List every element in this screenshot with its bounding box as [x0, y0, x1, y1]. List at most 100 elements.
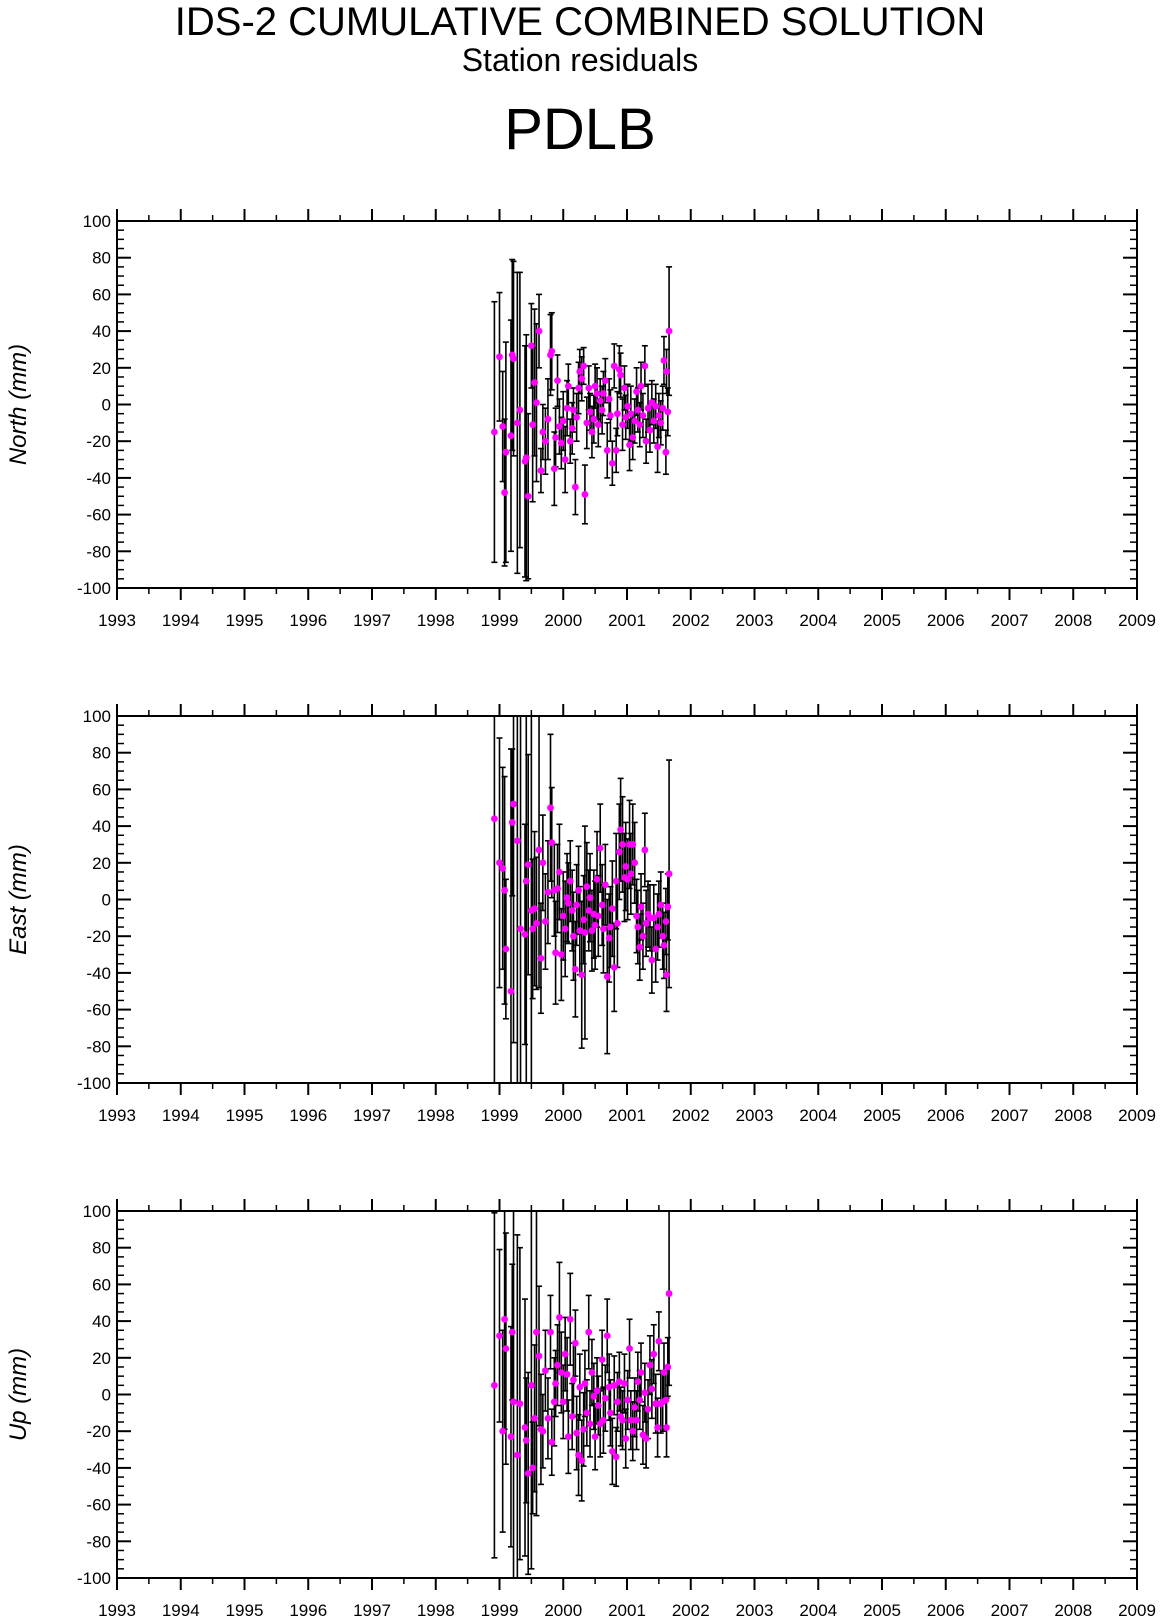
data-point: [598, 1356, 606, 1364]
data-point: [550, 1398, 558, 1406]
data-point: [644, 404, 652, 412]
data-point: [581, 1380, 589, 1387]
data-point: [554, 885, 561, 892]
data-point: [570, 932, 577, 940]
data-point: [542, 1367, 549, 1375]
data-point: [524, 1470, 532, 1477]
data-point: [598, 406, 606, 414]
data-point: [633, 912, 640, 920]
x-tick-label: 2003: [736, 611, 774, 630]
panel-east: 1993 1994 1995 1996 1997 1998 1999 2000 2001 2002…: [5, 704, 1156, 1125]
data-point: [527, 1381, 535, 1389]
y-tick-label: 60: [92, 1275, 111, 1294]
data-point: [502, 448, 510, 456]
data-point: [496, 1332, 503, 1340]
data-point: [563, 1370, 571, 1378]
data-point: [583, 1409, 591, 1417]
data-point: [537, 954, 545, 962]
data-point: [615, 366, 623, 374]
x-tick-label: 2002: [672, 1601, 710, 1620]
y-axis-label-up: Up (mm): [5, 1348, 32, 1441]
data-point: [650, 914, 658, 922]
data-point: [561, 925, 569, 933]
data-point: [621, 384, 628, 392]
x-tick-label: 2008: [1054, 611, 1092, 630]
y-tick-label: 80: [92, 249, 111, 268]
data-point: [575, 886, 582, 894]
data-point: [510, 800, 517, 808]
x-tick-label: 2005: [863, 1601, 901, 1620]
data-point: [627, 870, 635, 878]
data-point: [614, 1398, 621, 1406]
y-tick-label: 60: [92, 780, 111, 799]
data-point: [559, 1398, 567, 1406]
data-point: [550, 465, 558, 473]
data-point: [556, 423, 563, 430]
data-point: [619, 1416, 626, 1424]
x-tick-label: 2004: [799, 1106, 837, 1125]
data-point: [522, 454, 530, 462]
x-tick-label: 2001: [608, 611, 646, 630]
y-tick-label: 80: [92, 744, 111, 763]
y-tick-label: 60: [92, 285, 111, 304]
y-tick-label: 0: [102, 1386, 111, 1405]
y-tick-label: 20: [92, 359, 111, 378]
data-point: [502, 945, 510, 953]
data-point: [664, 1363, 672, 1371]
data-point: [636, 943, 644, 951]
data-point: [593, 1387, 601, 1395]
data-point: [578, 1457, 586, 1464]
data-point: [586, 894, 594, 902]
data-point: [527, 342, 535, 350]
data-point: [521, 1424, 529, 1431]
data-point: [633, 1416, 640, 1424]
data-point: [605, 934, 613, 942]
data-point: [654, 1424, 661, 1431]
data-point: [636, 1396, 644, 1404]
data-point: [665, 327, 673, 335]
data-point: [566, 877, 574, 885]
data-point: [663, 368, 670, 375]
station-name: PDLB: [504, 97, 656, 162]
y-tick-label: -80: [86, 542, 111, 561]
x-tick-label: 2001: [608, 1106, 646, 1125]
data-point: [631, 417, 639, 425]
x-tick-label: 1994: [162, 1106, 200, 1125]
data-point: [502, 1345, 510, 1353]
x-tick-label: 2000: [544, 1601, 582, 1620]
data-point: [590, 1392, 598, 1400]
data-point: [615, 1378, 623, 1386]
data-point: [576, 368, 584, 375]
y-tick-label: -60: [86, 1001, 111, 1020]
y-tick-label: 80: [92, 1239, 111, 1258]
x-tick-label: 1998: [417, 611, 455, 630]
y-tick-label: -20: [86, 432, 111, 451]
data-point: [548, 839, 556, 847]
data-point: [615, 848, 623, 856]
chart-subtitle: Station residuals: [461, 42, 699, 78]
data-point: [641, 362, 649, 370]
data-point: [646, 1361, 654, 1369]
x-tick-label: 1999: [481, 1601, 519, 1620]
x-tick-label: 2009: [1118, 611, 1156, 630]
data-point: [642, 1435, 650, 1442]
data-point: [600, 925, 607, 933]
y-tick-label: -20: [86, 927, 111, 946]
data-point: [564, 899, 572, 907]
data-point: [617, 371, 625, 379]
data-point: [622, 413, 630, 421]
data-point: [513, 1451, 521, 1459]
data-point: [585, 384, 593, 392]
data-point: [496, 859, 503, 867]
x-tick-label: 1999: [481, 611, 519, 630]
data-point: [537, 467, 545, 474]
y-tick-label: 100: [83, 1202, 111, 1221]
data-point: [554, 1361, 561, 1369]
data-point: [659, 932, 667, 940]
x-tick-label: 1998: [417, 1601, 455, 1620]
x-tick-label: 2002: [672, 611, 710, 630]
x-tick-label: 2007: [991, 611, 1029, 630]
data-point: [566, 1315, 574, 1323]
x-tick-label: 2009: [1118, 1601, 1156, 1620]
data-point: [544, 415, 552, 423]
